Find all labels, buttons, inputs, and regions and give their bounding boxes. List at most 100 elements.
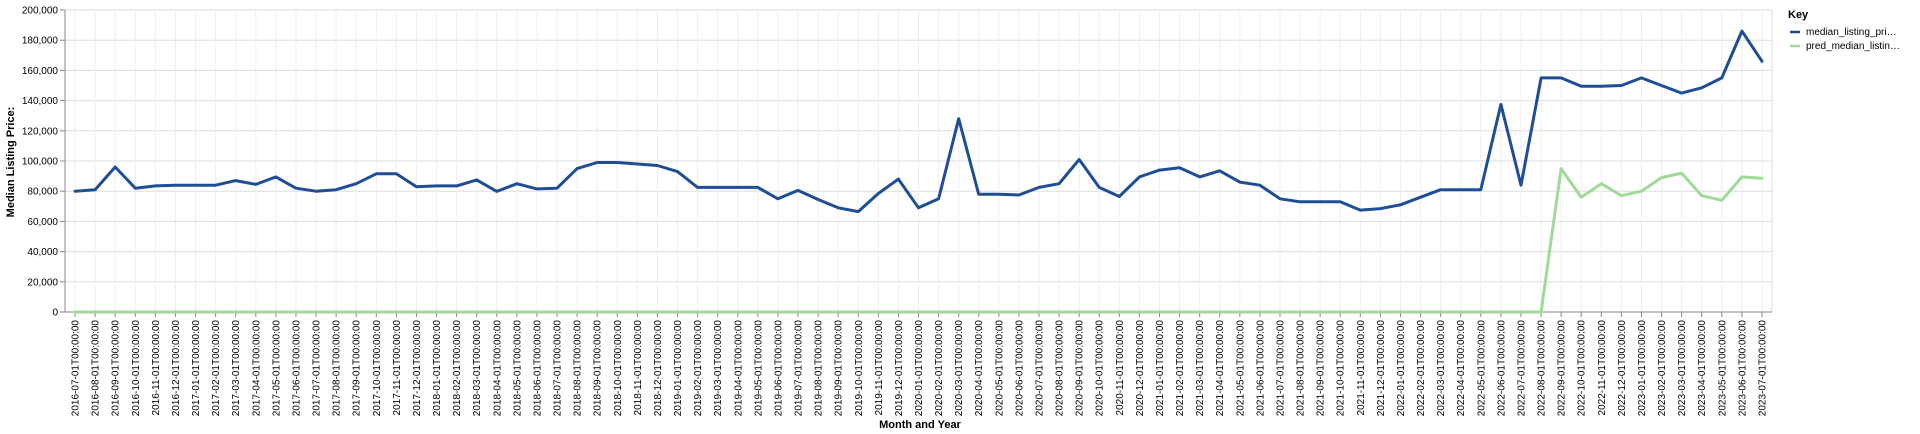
x-tick-label: 2021-11-01T00:00:00 [1356,320,1367,416]
x-tick-label: 2018-05-01T00:00:00 [512,320,523,417]
x-tick-label: 2021-02-01T00:00:00 [1175,320,1186,417]
x-tick-label: 2017-07-01T00:00:00 [312,320,323,417]
x-tick-label: 2017-11-01T00:00:00 [392,320,403,416]
y-tick-label: 120,000 [22,126,59,137]
x-tick-label: 2023-01-01T00:00:00 [1637,320,1648,417]
x-tick-label: 2021-04-01T00:00:00 [1215,320,1226,417]
x-tick-label: 2020-04-01T00:00:00 [974,320,985,417]
series-lines [73,29,1764,314]
x-tick-label: 2018-12-01T00:00:00 [653,320,664,417]
x-tick-label: 2018-03-01T00:00:00 [472,320,483,417]
x-tick-label: 2022-12-01T00:00:00 [1617,320,1628,417]
x-tick-label: 2016-11-01T00:00:00 [151,320,162,416]
x-tick-label: 2020-11-01T00:00:00 [1115,320,1126,416]
x-tick-label: 2022-01-01T00:00:00 [1396,320,1407,417]
x-tick-label: 2018-07-01T00:00:00 [553,320,564,417]
x-tick-label: 2020-09-01T00:00:00 [1075,320,1086,417]
series-line-median-listing-price [73,29,1764,214]
y-tick-label: 20,000 [27,277,58,288]
x-tick-label: 2016-07-01T00:00:00 [71,320,82,417]
x-tick-label: 2022-05-01T00:00:00 [1476,320,1487,417]
x-tick-label: 2023-06-01T00:00:00 [1737,320,1748,417]
x-tick-label: 2021-06-01T00:00:00 [1255,320,1266,417]
x-tick-label: 2019-08-01T00:00:00 [814,320,825,417]
x-tick-label: 2022-06-01T00:00:00 [1496,320,1507,417]
x-tick-label: 2023-02-01T00:00:00 [1657,320,1668,417]
x-tick-label: 2020-06-01T00:00:00 [1014,320,1025,417]
x-tick-label: 2021-12-01T00:00:00 [1376,320,1387,417]
x-tick-label: 2022-07-01T00:00:00 [1516,320,1527,417]
x-tick-label: 2017-10-01T00:00:00 [372,320,383,417]
x-tick-label: 2016-10-01T00:00:00 [131,320,142,417]
x-tick-label: 2018-04-01T00:00:00 [492,320,503,417]
x-tick-label: 2019-05-01T00:00:00 [753,320,764,417]
x-tick-label: 2022-11-01T00:00:00 [1597,320,1608,416]
legend-label-median: median_listing_pri… [1806,27,1897,38]
x-tick-label: 2021-10-01T00:00:00 [1336,320,1347,417]
y-tick-label: 200,000 [22,6,59,17]
x-tick-label: 2017-12-01T00:00:00 [412,320,423,417]
x-tick-label: 2019-09-01T00:00:00 [834,320,845,417]
y-tick-label: 100,000 [22,157,59,168]
x-tick-label: 2023-03-01T00:00:00 [1677,320,1688,417]
x-tick-label: 2020-12-01T00:00:00 [1135,320,1146,417]
x-tick-label: 2016-12-01T00:00:00 [171,320,182,417]
x-axis-title: Month and Year [879,419,961,431]
y-axis-title: Median Listing Price: [5,107,17,218]
x-tick-label: 2020-02-01T00:00:00 [934,320,945,417]
x-tick-label: 2018-08-01T00:00:00 [573,320,584,417]
x-tick-label: 2019-06-01T00:00:00 [773,320,784,417]
x-tick-label: 2021-03-01T00:00:00 [1195,320,1206,417]
x-tick-label: 2018-11-01T00:00:00 [633,320,644,416]
y-tick-label: 140,000 [22,96,59,107]
y-tick-label: 0 [52,308,58,319]
y-tick-label: 60,000 [27,217,58,228]
y-tick-label: 180,000 [22,36,59,47]
x-tick-label: 2023-07-01T00:00:00 [1757,320,1768,417]
series-line-pred-median-listing-price [73,167,1764,314]
axes: 0 20,000 40,000 60,000 80,000 100,000 120,000 1… [22,6,1772,417]
x-tick-label: 2021-08-01T00:00:00 [1296,320,1307,417]
x-tick-label: 2017-08-01T00:00:00 [332,320,343,417]
x-tick-label: 2018-10-01T00:00:00 [613,320,624,417]
x-tick-label: 2019-12-01T00:00:00 [894,320,905,417]
x-tick-label: 2020-08-01T00:00:00 [1055,320,1066,417]
x-tick-label: 2016-08-01T00:00:00 [91,320,102,417]
legend: Key median_listing_pri… pred_median_list… [1788,9,1900,52]
legend-title: Key [1788,9,1809,21]
x-tick-label: 2019-03-01T00:00:00 [713,320,724,417]
y-tick-label: 160,000 [22,66,59,77]
x-tick-label: 2017-04-01T00:00:00 [251,320,262,417]
x-tick-label: 2022-04-01T00:00:00 [1456,320,1467,417]
x-tick-label: 2018-09-01T00:00:00 [593,320,604,417]
x-tick-label: 2017-02-01T00:00:00 [211,320,222,417]
x-tick-label: 2019-11-01T00:00:00 [874,320,885,416]
x-tick-label: 2019-10-01T00:00:00 [854,320,865,417]
x-tick-label: 2017-03-01T00:00:00 [231,320,242,417]
x-tick-label: 2019-07-01T00:00:00 [794,320,805,417]
x-tick-label: 2022-09-01T00:00:00 [1557,320,1568,417]
x-tick-label: 2020-10-01T00:00:00 [1095,320,1106,417]
x-tick-label: 2017-06-01T00:00:00 [291,320,302,417]
x-tick-label: 2018-06-01T00:00:00 [532,320,543,417]
x-tick-label: 2019-02-01T00:00:00 [693,320,704,417]
x-tick-label: 2022-08-01T00:00:00 [1537,320,1548,417]
x-tick-label: 2018-01-01T00:00:00 [432,320,443,417]
x-tick-label: 2018-02-01T00:00:00 [452,320,463,417]
x-tick-label: 2022-03-01T00:00:00 [1436,320,1447,417]
x-tick-label: 2023-05-01T00:00:00 [1717,320,1728,417]
x-tick-label: 2019-01-01T00:00:00 [673,320,684,417]
x-tick-label: 2017-01-01T00:00:00 [191,320,202,417]
x-tick-label: 2019-04-01T00:00:00 [733,320,744,417]
x-tick-label: 2021-07-01T00:00:00 [1275,320,1286,417]
legend-label-pred: pred_median_listin… [1806,41,1900,52]
x-tick-label: 2022-02-01T00:00:00 [1416,320,1427,417]
gridlines [64,9,1773,313]
x-tick-label: 2021-09-01T00:00:00 [1316,320,1327,417]
x-tick-label: 2022-10-01T00:00:00 [1577,320,1588,417]
x-tick-label: 2020-03-01T00:00:00 [954,320,965,417]
x-tick-label: 2017-09-01T00:00:00 [352,320,363,417]
x-tick-label: 2023-04-01T00:00:00 [1697,320,1708,417]
x-tick-label: 2021-01-01T00:00:00 [1155,320,1166,417]
